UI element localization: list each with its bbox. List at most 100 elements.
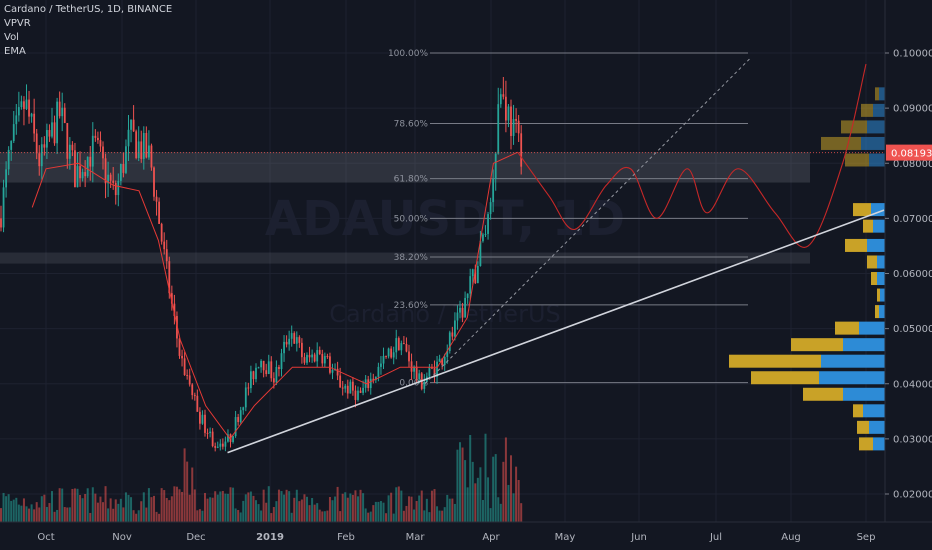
volume-bar xyxy=(492,456,495,522)
vp-bar-down xyxy=(729,354,821,368)
volume-bar xyxy=(17,504,20,522)
trendline xyxy=(227,209,885,454)
volume-bar xyxy=(504,437,507,522)
volume-bar xyxy=(112,508,115,522)
vp-bar-up xyxy=(877,255,885,269)
candle-body xyxy=(43,144,46,148)
candle-body xyxy=(341,387,344,389)
volume-bar xyxy=(494,454,497,522)
volume-bar xyxy=(520,503,523,522)
volume-bar xyxy=(436,506,439,522)
volume-bar xyxy=(66,507,69,522)
volume-bar xyxy=(430,490,433,522)
volume-bar xyxy=(48,503,51,522)
vp-bar-up xyxy=(879,87,885,101)
fib-retracement[interactable]: 100.00%78.60%61.80%50.00%38.20%23.60%0.0… xyxy=(388,49,748,389)
volume-bar xyxy=(132,510,135,522)
price-tick-label: 0.10000 xyxy=(893,49,932,60)
volume-bar xyxy=(459,442,461,522)
current-price-label: 0.08193 xyxy=(891,149,932,160)
candle-body xyxy=(418,373,421,380)
vp-bar-down xyxy=(863,219,873,233)
volume-bar xyxy=(2,492,5,522)
volume-bar xyxy=(135,513,138,522)
fib-level-label: 38.20% xyxy=(394,253,429,263)
candle-body xyxy=(28,99,30,117)
candle-body xyxy=(35,133,38,154)
volume-bar xyxy=(96,502,99,522)
price-tick-label: 0.03000 xyxy=(893,434,932,445)
volume-bar xyxy=(229,487,232,522)
candle-body xyxy=(349,381,352,394)
candle-body xyxy=(344,385,347,389)
candle-body xyxy=(428,367,431,377)
volume-bar xyxy=(369,511,372,522)
volume-bar xyxy=(232,487,235,522)
candle-body xyxy=(318,350,321,354)
volume-bar xyxy=(102,502,104,522)
vp-bar-down xyxy=(857,420,869,434)
indicator-volume[interactable]: Vol xyxy=(4,32,19,43)
volume-bar xyxy=(479,467,482,522)
candle-body xyxy=(390,348,393,358)
candle-body xyxy=(448,332,451,351)
volume-bar xyxy=(58,488,61,522)
volume-bar xyxy=(425,498,428,522)
candle-body xyxy=(206,432,209,434)
candle-body xyxy=(288,338,291,345)
drawings[interactable] xyxy=(31,58,885,454)
volume-bar xyxy=(15,497,18,522)
candle-body xyxy=(178,338,181,356)
candle-body xyxy=(270,361,273,379)
volume-bar xyxy=(336,486,339,522)
volume-bar xyxy=(147,488,150,522)
volume-bar xyxy=(410,496,413,522)
candle-body xyxy=(387,348,390,357)
vp-bar-up xyxy=(819,371,885,385)
candle-body xyxy=(48,130,51,137)
indicator-ema[interactable]: EMA xyxy=(4,46,26,57)
candle-body xyxy=(380,363,382,367)
volume-bar xyxy=(423,510,426,522)
candle-body xyxy=(2,187,5,228)
candle-body xyxy=(86,156,89,177)
volume-bar xyxy=(481,500,484,522)
volume-bar xyxy=(359,489,362,522)
candle-body xyxy=(74,150,76,188)
candle-body xyxy=(446,350,449,357)
volume-bar xyxy=(63,507,66,522)
candle-body xyxy=(38,153,41,167)
volume-bar xyxy=(265,502,268,522)
candle-body xyxy=(84,172,87,177)
candle-body xyxy=(204,414,206,433)
vp-bar-up xyxy=(867,238,885,252)
volume-bar xyxy=(12,499,15,522)
candle-body xyxy=(311,354,313,358)
candle-body xyxy=(397,338,400,351)
candle-body xyxy=(89,156,92,167)
candle-body xyxy=(125,146,127,173)
volume-bar xyxy=(216,494,219,522)
volume-bar xyxy=(280,491,283,522)
volume-bar xyxy=(441,510,444,522)
vp-bar-down xyxy=(861,103,873,117)
volume-bar xyxy=(71,488,74,522)
candle-body xyxy=(517,120,520,134)
price-tick-label: 0.02000 xyxy=(893,490,932,501)
volume-profile xyxy=(729,87,885,451)
vp-bar-up xyxy=(867,120,885,134)
volume-bar xyxy=(224,493,227,522)
indicator-vpvr[interactable]: VPVR xyxy=(4,18,31,29)
chart-legend: Cardano / TetherUS, 1D, BINANCE VPVR Vol… xyxy=(4,3,172,59)
candle-body xyxy=(301,342,303,358)
volume-bar xyxy=(214,491,217,522)
candle-body xyxy=(130,119,132,130)
volume-bar xyxy=(328,496,331,522)
volume-bar xyxy=(122,507,125,522)
symbol-title[interactable]: Cardano / TetherUS, 1D, BINANCE xyxy=(4,4,173,15)
volume-bar xyxy=(510,455,512,522)
time-axis[interactable]: Oct Nov Dec 2019 Feb Mar Apr May Jun Jul Aug Sep xyxy=(0,521,932,550)
candle-body xyxy=(510,106,512,136)
